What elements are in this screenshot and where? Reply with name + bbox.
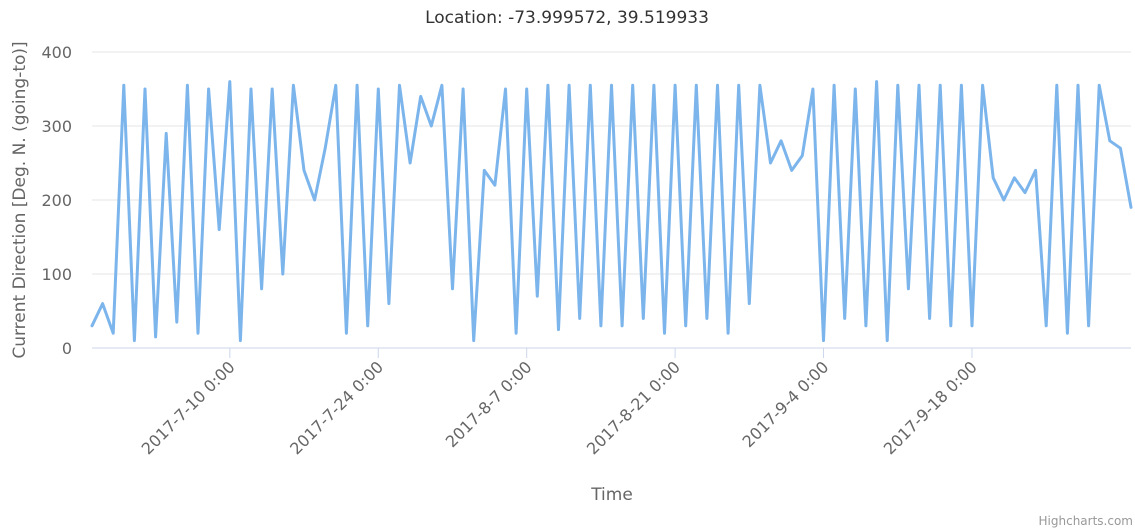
y-tick-label: 100 <box>41 265 72 284</box>
y-tick-label: 0 <box>62 339 72 358</box>
y-tick-label: 200 <box>41 191 72 210</box>
credits-link[interactable]: Highcharts.com <box>1039 514 1133 528</box>
y-tick-label: 300 <box>41 117 72 136</box>
x-axis-tick-marks <box>229 348 973 358</box>
x-tick-label: 2017-8-21 0:00 <box>583 357 684 458</box>
x-tick-label: 2017-7-24 0:00 <box>286 357 387 458</box>
y-axis-ticks: 0 100 200 300 400 <box>41 43 72 358</box>
x-tick-label: 2017-9-18 0:00 <box>880 357 981 458</box>
x-axis-title: Time <box>590 485 633 505</box>
series-line <box>90 80 1133 343</box>
x-tick-label: 2017-8-7 0:00 <box>442 357 536 451</box>
chart-title: Location: -73.999572, 39.519933 <box>425 8 709 28</box>
y-tick-label: 400 <box>41 43 72 62</box>
x-tick-label: 2017-7-10 0:00 <box>138 357 239 458</box>
x-axis-ticks: 2017-7-10 0:00 2017-7-24 0:00 2017-8-7 0:0… <box>138 357 981 458</box>
x-tick-label: 2017-9-4 0:00 <box>739 357 833 451</box>
y-axis-title: Current Direction [Deg. N. (going-to)] <box>10 41 30 358</box>
